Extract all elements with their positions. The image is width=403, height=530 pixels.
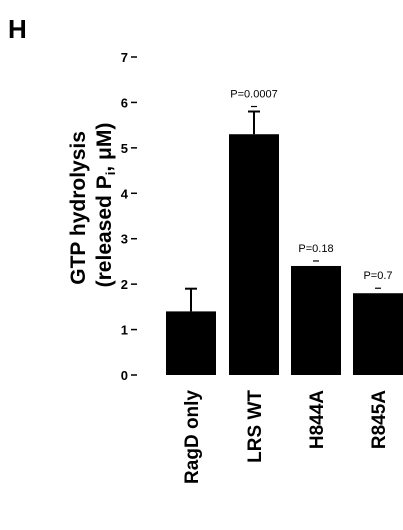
category-label: RagD only (182, 390, 203, 484)
y-tick-label: 0 (121, 368, 128, 383)
y-tick-label: 3 (121, 232, 128, 247)
error-bars (185, 110, 260, 312)
y-tick-label: 7 (121, 50, 128, 65)
y-tick-label: 6 (121, 95, 128, 110)
y-tick-label: 2 (121, 277, 128, 292)
bar (229, 134, 279, 375)
panel-label: H (8, 14, 27, 44)
bars (166, 134, 403, 375)
y-tick-label: 4 (121, 186, 129, 201)
bar (353, 293, 403, 375)
p-value-labels: P=0.0007 P=0.18 P=0.7 (230, 89, 393, 289)
p-value-label: P=0.7 (363, 270, 392, 282)
bar (291, 265, 341, 375)
y-axis-label-line1: GTP hydrolysis (67, 131, 90, 285)
y-tick-label: 5 (121, 141, 128, 156)
p-value-label: P=0.0007 (230, 89, 277, 101)
y-tick-label: 1 (121, 323, 128, 338)
y-axis-ticks: 0 1 2 3 4 5 6 7 (121, 50, 137, 383)
p-value-label: P=0.18 (298, 243, 333, 255)
category-label: H844A (307, 390, 328, 449)
y-axis-label-line2: (released Pi, μM) (93, 123, 118, 288)
bar (166, 311, 216, 375)
category-label: LRS WT (245, 390, 266, 463)
category-label: R845A (369, 390, 390, 449)
y-axis-label: GTP hydrolysis (released Pi, μM) (67, 123, 118, 288)
category-labels: RagD only LRS WT H844A R845A (182, 390, 390, 484)
